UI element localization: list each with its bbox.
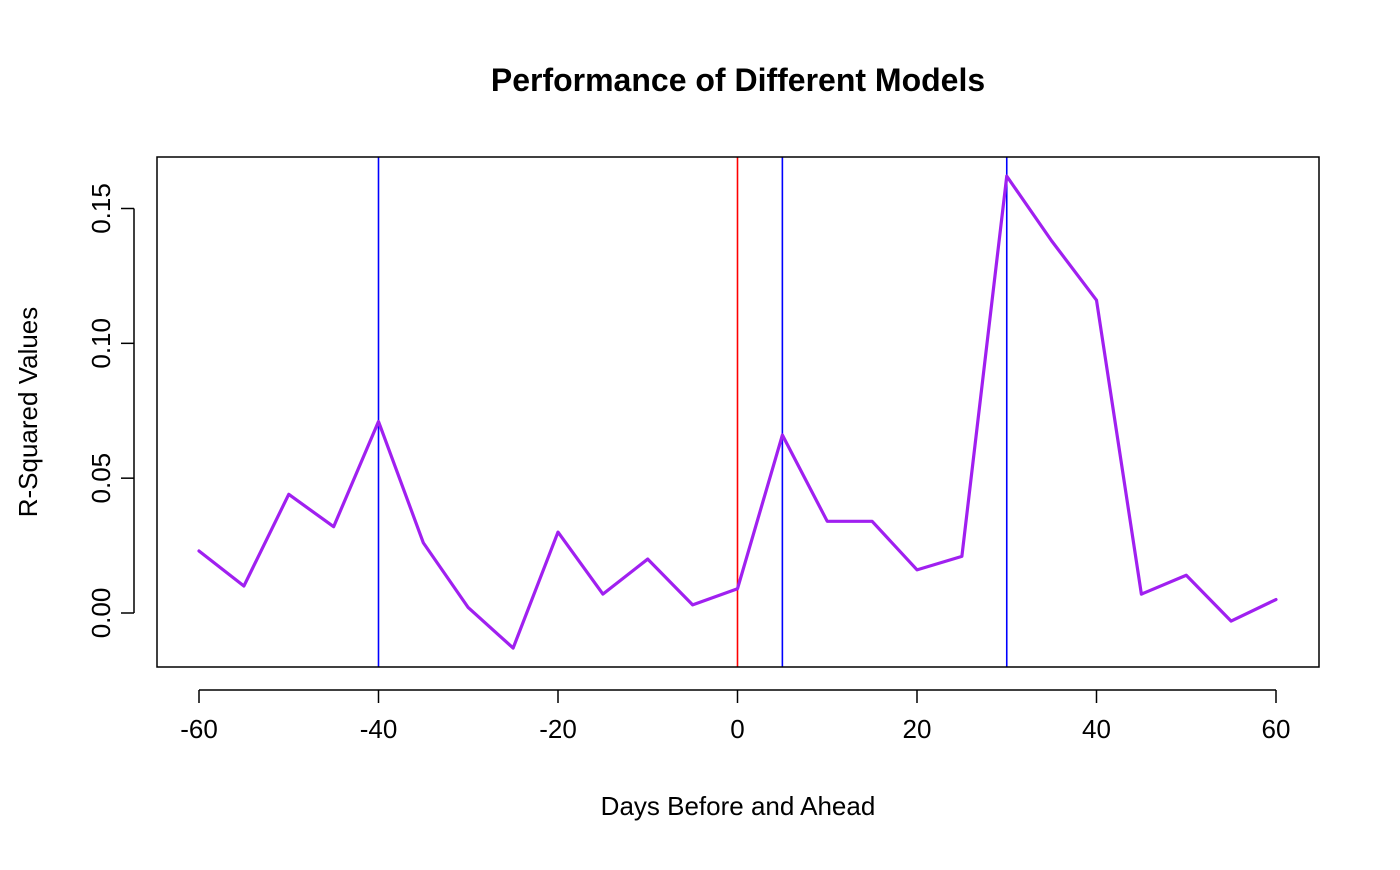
data-point <box>737 588 738 590</box>
x-tick-label: -20 <box>539 714 577 744</box>
data-point <box>243 585 245 587</box>
data-point <box>826 520 828 522</box>
data-point <box>647 558 649 560</box>
data-point <box>781 434 783 436</box>
data-point <box>961 555 963 557</box>
data-point <box>288 493 290 495</box>
data-point <box>557 531 559 533</box>
data-point <box>378 421 379 423</box>
x-tick-label: 60 <box>1262 714 1291 744</box>
data-point <box>422 542 424 544</box>
data-point <box>602 593 604 595</box>
data-point <box>1096 299 1097 301</box>
x-tick-label: -40 <box>360 714 398 744</box>
data-point <box>333 526 335 528</box>
data-point <box>1230 620 1232 622</box>
chart-title: Performance of Different Models <box>491 62 985 98</box>
data-point <box>871 520 873 522</box>
y-axis-label: R-Squared Values <box>13 307 43 518</box>
data-point <box>1006 175 1008 177</box>
y-tick-label: 0.15 <box>86 183 116 234</box>
y-tick-label: 0.05 <box>86 453 116 504</box>
data-point <box>198 550 200 552</box>
data-point <box>1185 574 1187 576</box>
x-axis-label: Days Before and Ahead <box>601 791 876 821</box>
x-tick-label: 40 <box>1082 714 1111 744</box>
data-point <box>1275 599 1277 601</box>
x-tick-label: 0 <box>730 714 744 744</box>
data-point <box>1051 240 1053 242</box>
data-point <box>512 647 514 649</box>
data-point <box>692 604 694 606</box>
y-tick-label: 0.10 <box>86 318 116 369</box>
x-tick-label: -60 <box>180 714 218 744</box>
data-point <box>916 569 918 571</box>
data-point <box>1140 593 1142 595</box>
plot-area <box>197 157 1278 667</box>
y-tick-label: 0.00 <box>86 588 116 639</box>
data-point <box>467 607 469 609</box>
plot-frame <box>156 156 1320 668</box>
x-tick-label: 20 <box>903 714 932 744</box>
